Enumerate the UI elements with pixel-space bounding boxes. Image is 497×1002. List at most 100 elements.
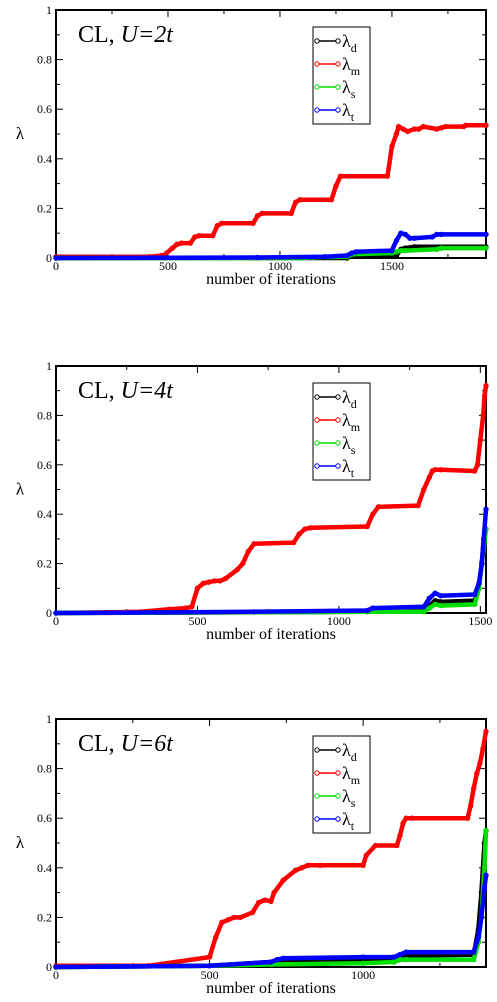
data-point-m: [429, 468, 435, 474]
x-tick-label: 500: [201, 968, 219, 982]
data-point-t: [393, 237, 400, 244]
legend-marker-s: [314, 440, 320, 446]
chart-panel-2: 0 0.2 0.4 0.6 0.8 1 0 500 1000 1500 number of iter…: [16, 359, 492, 643]
legend-marker-m: [314, 417, 320, 423]
legend-marker-t: [314, 816, 320, 822]
chart-title-prefix: CL,: [78, 22, 121, 48]
data-point-m: [259, 210, 265, 217]
y-tick-label: 0.6: [37, 811, 52, 825]
data-point-t: [476, 580, 482, 587]
data-point-m: [404, 128, 411, 135]
data-point-s: [483, 245, 489, 251]
data-point-m: [393, 131, 400, 137]
y-tick-label: 0: [46, 960, 52, 974]
data-point-m: [249, 909, 256, 916]
x-tick-label: 1000: [327, 614, 351, 628]
data-point-s: [471, 956, 477, 963]
legend-marker-d: [335, 747, 341, 753]
data-point-t: [478, 914, 485, 921]
data-point-m: [400, 820, 406, 826]
data-point-m: [217, 578, 223, 584]
data-point-m: [471, 785, 477, 792]
legend-marker-d: [335, 394, 341, 400]
legend-label-m: λm: [342, 54, 361, 78]
legend-marker-t: [314, 107, 320, 113]
data-point-t: [364, 607, 370, 614]
data-point-m: [196, 232, 203, 239]
data-point-m: [370, 511, 376, 517]
data-point-t: [471, 591, 478, 598]
data-point-m: [384, 173, 391, 179]
legend-marker-t: [335, 463, 341, 469]
y-tick-label: 0: [46, 251, 52, 265]
y-tick-label: 1: [46, 359, 52, 373]
data-point-m: [271, 889, 277, 896]
x-tick-label: 0: [53, 968, 59, 982]
data-point-m: [333, 183, 339, 189]
data-point-t: [353, 249, 359, 255]
data-point-m: [364, 523, 370, 530]
data-point-t: [268, 959, 274, 965]
legend-symbol: λ: [342, 54, 351, 74]
data-point-t: [481, 536, 487, 542]
data-point-m: [200, 580, 206, 587]
data-point-s: [360, 960, 366, 966]
data-point-s: [438, 245, 444, 251]
data-point-m: [292, 199, 299, 205]
data-point-m: [337, 173, 344, 179]
legend-marker-m: [335, 770, 341, 776]
y-tick-label: 0: [46, 606, 52, 620]
chart-title-prefix: CL,: [78, 378, 121, 404]
data-point-t: [344, 252, 350, 259]
y-tick-label: 0.2: [37, 557, 52, 571]
legend-symbol: λ: [342, 786, 351, 806]
data-point-m: [189, 604, 195, 610]
data-point-m: [480, 746, 486, 752]
data-point-m: [372, 842, 379, 849]
data-point-t: [280, 955, 286, 962]
data-point-m: [245, 548, 252, 554]
data-point-m: [471, 468, 478, 474]
data-point-m: [442, 123, 449, 130]
y-tick-label: 0.8: [37, 762, 52, 776]
legend-box: [312, 382, 371, 481]
data-point-m: [474, 462, 481, 468]
data-point-m: [280, 877, 286, 883]
data-point-m: [438, 467, 444, 473]
data-point-m: [234, 567, 240, 573]
data-point-m: [214, 223, 220, 229]
chart-title: CL, U=4t: [78, 378, 174, 404]
legend-marker-s: [335, 440, 341, 446]
data-point-m: [297, 197, 303, 203]
x-tick-label: 500: [188, 614, 206, 628]
legend-label-s: λs: [342, 433, 356, 457]
data-point-m: [375, 504, 382, 510]
data-point-m: [213, 934, 219, 940]
data-point-t: [53, 255, 59, 261]
data-point-m: [426, 474, 433, 480]
legend-marker-t: [314, 463, 320, 469]
data-point-t: [322, 254, 328, 260]
data-point-t: [403, 949, 409, 955]
data-point-m: [223, 575, 229, 582]
legend-label-s: λs: [342, 786, 356, 810]
series-line-t: [53, 507, 489, 616]
data-point-t: [53, 964, 59, 970]
chart-title-value: =4t: [138, 378, 174, 404]
data-point-s: [421, 609, 427, 615]
data-point-m: [389, 143, 395, 150]
chart-panel-1: 0 0.2 0.4 0.6 0.8 1 0 500 1000 1500 number of iter…: [16, 3, 489, 288]
data-point-t: [397, 951, 403, 958]
legend-label-m: λm: [342, 763, 361, 787]
data-point-s: [403, 956, 409, 963]
data-point-m: [360, 862, 366, 869]
data-point-m: [292, 867, 299, 873]
x-axis-label: number of iterations: [206, 626, 336, 643]
data-point-m: [288, 210, 294, 217]
data-point-m: [415, 502, 421, 509]
legend-symbol: λ: [342, 31, 351, 51]
data-point-m: [328, 197, 335, 203]
x-tick-label: 1000: [268, 259, 292, 273]
data-point-m: [231, 914, 237, 921]
data-point-t: [438, 231, 444, 238]
